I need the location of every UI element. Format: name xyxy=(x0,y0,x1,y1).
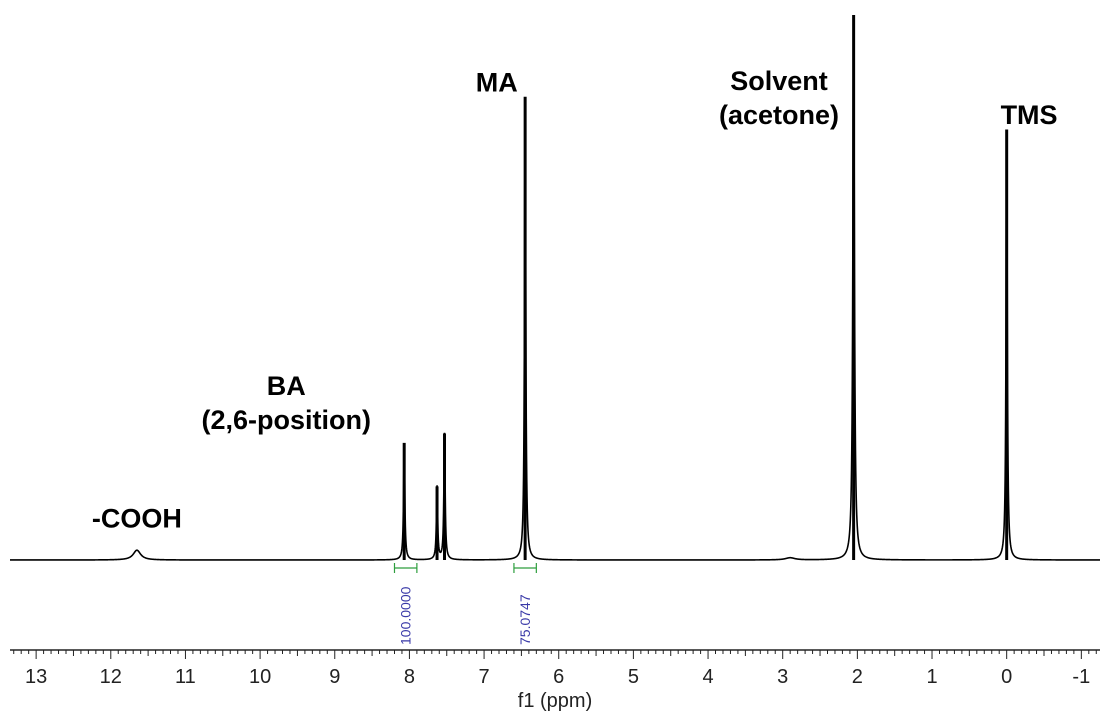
peak-annotation-4: TMS xyxy=(1001,100,1058,130)
peak-annotation-3: Solvent (acetone) xyxy=(719,66,839,130)
x-tick-label: 6 xyxy=(553,666,564,688)
x-tick-label: 11 xyxy=(175,666,196,688)
x-tick-label: 2 xyxy=(852,666,863,688)
peak-label-text: (2,6-position) xyxy=(201,405,371,435)
x-tick-label: 12 xyxy=(100,666,122,688)
integral-value: 100.0000 xyxy=(398,586,414,645)
integral-value: 75.0747 xyxy=(517,594,533,645)
peak-label-text: MA xyxy=(476,67,518,97)
peak-label-text: TMS xyxy=(1001,100,1058,130)
integral-0: 100.0000 xyxy=(393,563,418,645)
peak-annotation-0: -COOH xyxy=(92,503,182,533)
spectrum-trace xyxy=(10,23,1100,561)
x-tick-label: 7 xyxy=(479,666,490,688)
peak-label-text: BA xyxy=(267,371,306,401)
x-tick-label: 8 xyxy=(404,666,415,688)
x-tick-label: 9 xyxy=(329,666,340,688)
spectrum-layer xyxy=(10,15,1100,561)
x-tick-label: 13 xyxy=(25,666,47,688)
integral-layer: 100.0000 75.0747 xyxy=(393,563,537,645)
x-tick-label: 4 xyxy=(702,666,713,688)
peak-annotation-1: BA (2,6-position) xyxy=(201,371,371,435)
integral-1: 75.0747 xyxy=(513,563,537,645)
x-tick-label: 3 xyxy=(777,666,788,688)
x-tick-label: 1 xyxy=(926,666,937,688)
x-tick-label: 0 xyxy=(1001,666,1012,688)
peak-label-text: -COOH xyxy=(92,503,182,533)
x-tick-label: 5 xyxy=(628,666,639,688)
peak-label-text: Solvent xyxy=(730,66,828,96)
annotation-layer: -COOH BA (2,6-position) MA Solvent (acetone) T… xyxy=(92,66,1058,533)
x-tick-label: 10 xyxy=(249,666,271,688)
x-axis-title: f1 (ppm) xyxy=(518,690,592,712)
peak-label-text: (acetone) xyxy=(719,100,839,130)
x-axis: 13 12 11 10 9 8 7 6 5 4 3 2 1 0 -1 xyxy=(10,649,1100,688)
peak-annotation-2: MA xyxy=(476,67,518,97)
x-tick-label: -1 xyxy=(1072,666,1090,688)
